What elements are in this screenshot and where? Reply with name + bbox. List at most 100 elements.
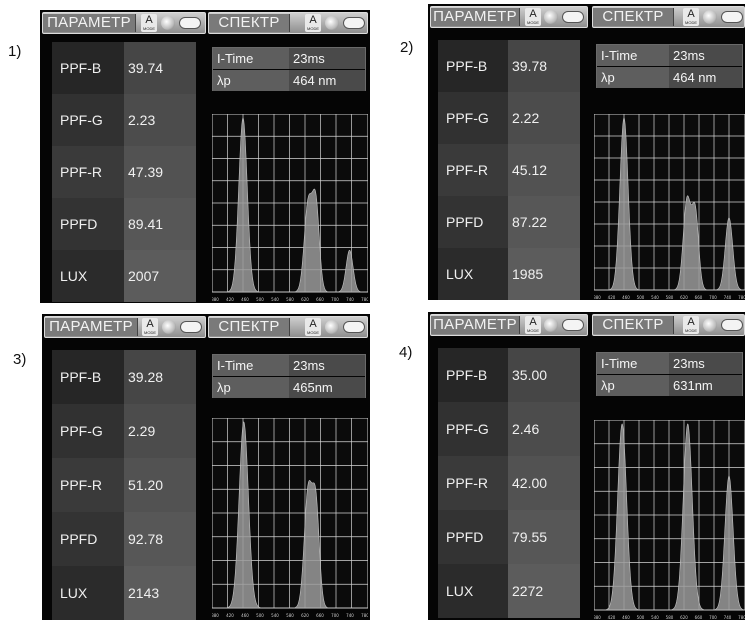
record-knob-icon[interactable] <box>325 16 339 30</box>
mode-button[interactable]: A MODE <box>142 318 158 336</box>
x-tick-label: 420 <box>608 615 616 620</box>
peak-wavelength-value: 631nm <box>669 375 742 396</box>
tab-parameter[interactable]: ПАРАМЕТР A MODE <box>430 6 588 28</box>
record-knob-icon[interactable] <box>544 10 558 24</box>
mode-button[interactable]: A MODE <box>683 316 699 334</box>
x-tick-label: 540 <box>271 297 279 302</box>
toggle-switch[interactable] <box>721 11 743 23</box>
mode-letter: A <box>529 8 537 20</box>
mode-letter: A <box>309 14 317 26</box>
param-name: PPFD <box>52 512 124 566</box>
param-value: 2.22 <box>508 92 580 144</box>
toggle-switch[interactable] <box>562 11 584 23</box>
x-tick-label: 700 <box>709 295 717 300</box>
toggle-switch[interactable] <box>343 17 365 29</box>
param-name: PPF-B <box>52 350 124 404</box>
param-value: 39.74 <box>124 42 196 94</box>
param-name: PPF-R <box>52 458 124 512</box>
x-tick-label: 780 <box>361 297 368 302</box>
mode-button[interactable]: A MODE <box>305 14 321 32</box>
integration-time-value: 23ms <box>289 355 365 376</box>
peak-wavelength-row: λp 464 nm <box>213 70 365 91</box>
toggle-switch[interactable] <box>721 319 743 331</box>
peak-wavelength-label: λp <box>213 377 289 398</box>
tab-spectrum[interactable]: СПЕКТР A MODE <box>592 314 745 336</box>
toggle-switch[interactable] <box>562 319 584 331</box>
mode-small-label: MODE <box>527 328 539 333</box>
x-tick-label: 460 <box>622 295 630 300</box>
param-row: PPF-G 2.23 <box>52 94 202 146</box>
mode-button[interactable]: A MODE <box>683 8 699 26</box>
mode-button[interactable]: A MODE <box>141 14 157 32</box>
param-name: PPF-R <box>52 146 124 198</box>
x-tick-label: 380 <box>594 295 601 300</box>
param-name: LUX <box>438 564 508 618</box>
param-value: 39.28 <box>124 350 196 404</box>
x-tick-label: 740 <box>724 295 732 300</box>
mode-small-label: MODE <box>143 26 155 31</box>
tab-spectrum[interactable]: СПЕКТР A MODE <box>592 6 745 28</box>
mode-small-label: MODE <box>685 328 697 333</box>
x-tick-label: 700 <box>331 613 339 618</box>
param-row: PPF-B 39.74 <box>52 42 202 94</box>
param-value: 45.12 <box>508 144 580 196</box>
tab-spectrum-label: СПЕКТР <box>209 14 290 32</box>
x-tick-label: 500 <box>256 297 264 302</box>
tab-spectrum-label: СПЕКТР <box>593 8 674 26</box>
param-value: 35.00 <box>508 348 580 402</box>
tab-parameter[interactable]: ПАРАМЕТР A MODE <box>42 12 206 34</box>
mode-letter: A <box>529 316 537 328</box>
toggle-switch[interactable] <box>180 321 202 333</box>
peak-wavelength-value: 464 nm <box>669 67 742 88</box>
mode-letter: A <box>146 318 154 330</box>
mode-small-label: MODE <box>144 330 156 335</box>
tab-parameter[interactable]: ПАРАМЕТР A MODE <box>430 314 588 336</box>
record-knob-icon[interactable] <box>325 320 339 334</box>
mode-button[interactable]: A MODE <box>525 316 541 334</box>
param-name: LUX <box>438 248 508 300</box>
param-row: PPF-R 45.12 <box>438 144 580 196</box>
record-knob-icon[interactable] <box>544 318 558 332</box>
integration-time-value: 23ms <box>669 45 742 66</box>
integration-time-value: 23ms <box>289 48 365 69</box>
tab-spectrum[interactable]: СПЕКТР A MODE <box>208 316 368 338</box>
mode-button[interactable]: A MODE <box>305 318 321 336</box>
x-tick-label: 780 <box>738 295 745 300</box>
record-knob-icon[interactable] <box>161 16 175 30</box>
x-tick-label: 540 <box>651 615 659 620</box>
x-tick-label: 500 <box>256 613 264 618</box>
x-tick-label: 620 <box>301 297 309 302</box>
x-tick-label: 580 <box>286 297 294 302</box>
param-value: 51.20 <box>124 458 196 512</box>
peak-wavelength-row: λp 631nm <box>597 375 742 396</box>
param-name: PPF-B <box>52 42 124 94</box>
spectrum-area <box>594 423 745 611</box>
mode-small-label: MODE <box>685 20 697 25</box>
record-knob-icon[interactable] <box>162 320 176 334</box>
x-tick-label: 700 <box>331 297 339 302</box>
param-name: PPFD <box>438 196 508 248</box>
toggle-switch[interactable] <box>343 321 365 333</box>
param-row: PPF-R 51.20 <box>52 458 202 512</box>
record-knob-icon[interactable] <box>703 318 717 332</box>
x-tick-label: 620 <box>680 615 688 620</box>
record-knob-icon[interactable] <box>703 10 717 24</box>
param-name: PPF-R <box>438 456 508 510</box>
x-tick-label: 580 <box>666 295 674 300</box>
param-value: 92.78 <box>124 512 196 566</box>
mode-letter: A <box>309 318 317 330</box>
tab-spectrum[interactable]: СПЕКТР A MODE <box>208 12 368 34</box>
toggle-switch[interactable] <box>179 17 201 29</box>
spectrum-area <box>212 117 367 293</box>
mode-button[interactable]: A MODE <box>525 8 541 26</box>
x-tick-label: 740 <box>346 297 354 302</box>
tab-parameter[interactable]: ПАРАМЕТР A MODE <box>44 316 206 338</box>
param-row: PPFD 89.41 <box>52 198 202 250</box>
parameter-table: PPF-B 39.78 PPF-G 2.22 PPF-R 45.12 PPFD 87.2… <box>438 40 580 300</box>
screen-label: 1) <box>8 43 22 60</box>
param-row: PPF-B 39.78 <box>438 40 580 92</box>
parameter-table: PPF-B 35.00 PPF-G 2.46 PPF-R 42.00 PPFD 79.5… <box>438 348 580 618</box>
param-value: 2.29 <box>124 404 196 458</box>
mode-letter: A <box>687 8 695 20</box>
param-row: LUX 2007 <box>52 250 202 302</box>
